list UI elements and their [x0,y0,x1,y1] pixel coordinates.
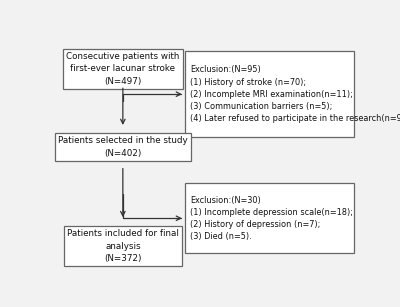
Text: Patients included for final
analysis
(N=372): Patients included for final analysis (N=… [67,229,179,263]
FancyBboxPatch shape [185,183,354,253]
Text: Patients selected in the study
(N=402): Patients selected in the study (N=402) [58,136,188,157]
Text: Exclusion:(N=95)
(1) History of stroke (n=70);
(2) Incomplete MRI examination(n=: Exclusion:(N=95) (1) History of stroke (… [190,65,400,123]
FancyBboxPatch shape [185,51,354,137]
Text: Exclusion:(N=30)
(1) Incomplete depression scale(n=18);
(2) History of depressio: Exclusion:(N=30) (1) Incomplete depressi… [190,196,354,241]
Text: Consecutive patients with
first-ever lacunar stroke
(N=497): Consecutive patients with first-ever lac… [66,52,180,86]
